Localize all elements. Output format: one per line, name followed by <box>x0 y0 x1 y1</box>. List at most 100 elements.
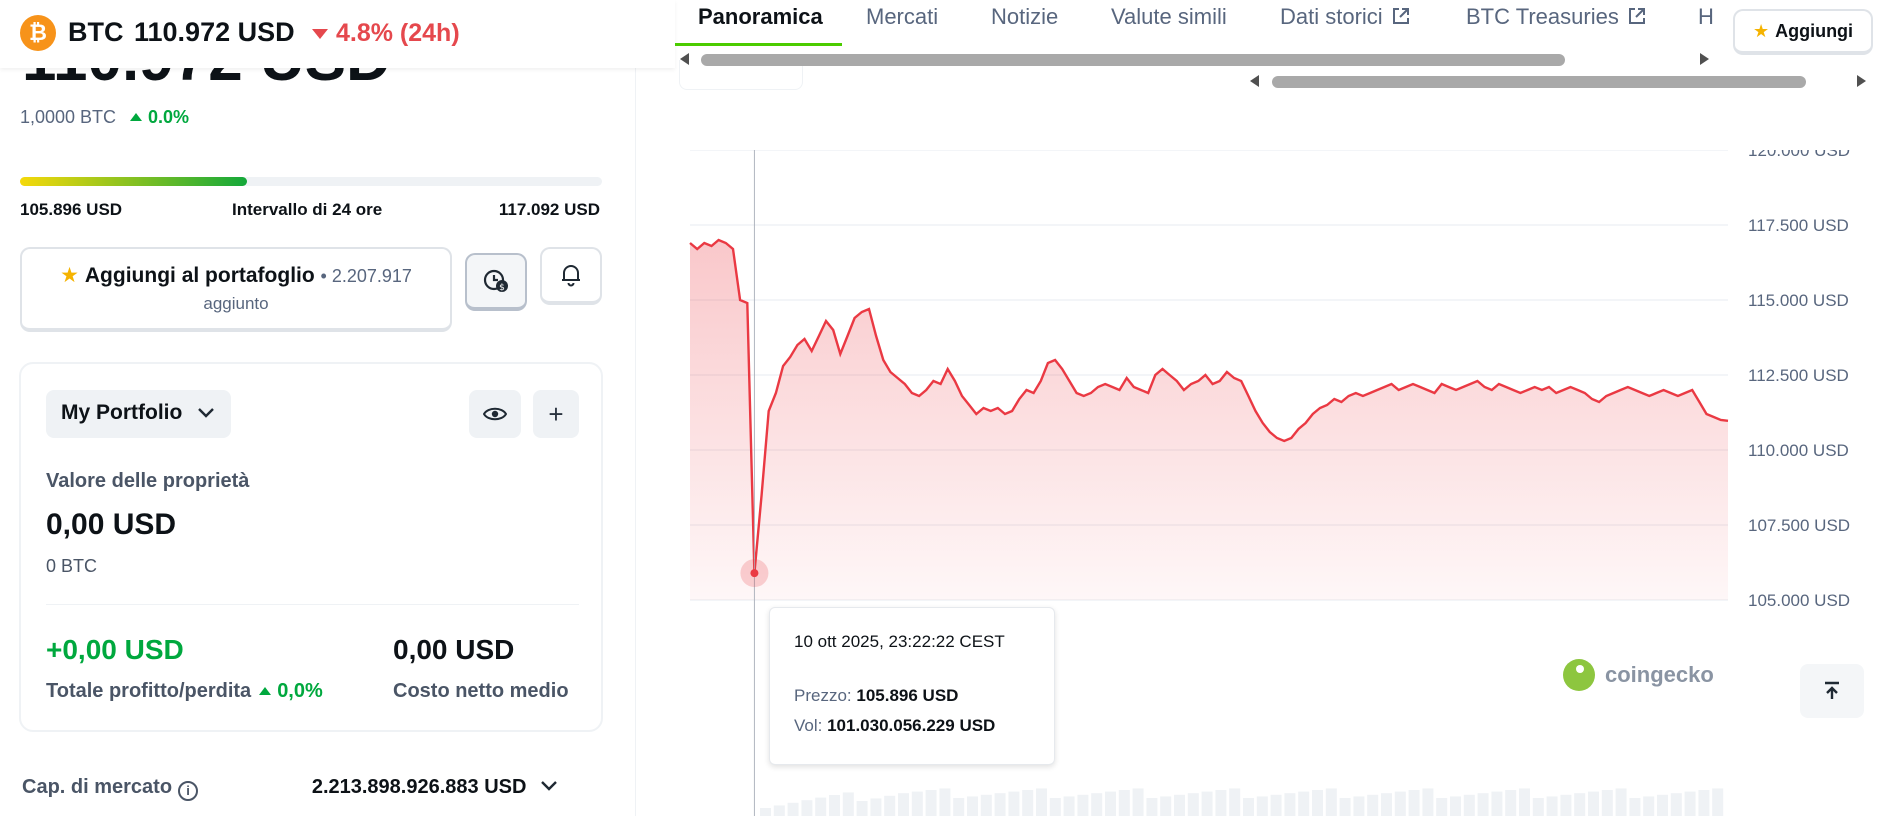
volume-bar <box>1712 788 1724 816</box>
range-bar-fill <box>20 177 247 186</box>
tab-btc-treasuries[interactable]: BTC Treasuries <box>1466 4 1647 30</box>
range-high: 117.092 USD <box>498 200 600 219</box>
tab-valute-simili[interactable]: Valute simili <box>1111 4 1227 29</box>
add-to-portfolio-label: Aggiungi al portafoglio <box>84 264 315 287</box>
watermark-text: coingecko <box>1605 662 1714 687</box>
tab-notizie[interactable]: Notizie <box>991 4 1059 29</box>
volume-bar <box>1601 790 1613 816</box>
volume-bar <box>898 793 909 816</box>
scroll-right-icon[interactable] <box>1857 75 1866 87</box>
chevron-down-icon <box>198 408 214 418</box>
tab-scrollbar[interactable] <box>675 50 1715 66</box>
volume-bar <box>1229 788 1241 816</box>
volume-bar <box>1146 798 1158 816</box>
toggle-visibility-button[interactable] <box>469 390 521 438</box>
holdings-label: Valore delle proprietà <box>46 470 250 492</box>
volume-bar <box>1091 793 1103 816</box>
volume-bar <box>1353 796 1365 816</box>
price-chart[interactable]: 120.000 USD 117.500 USD 115.000 USD 112.500… <box>680 150 1877 816</box>
volume-bar <box>1270 794 1282 816</box>
range-label: Intervallo di 24 ore <box>232 200 383 219</box>
plus-icon: + <box>548 398 564 429</box>
tab-h[interactable]: H <box>1698 4 1714 29</box>
volume-bar <box>787 802 799 816</box>
y-tick-label: 107.500 USD <box>1748 516 1850 535</box>
tab-panoramica[interactable]: Panoramica <box>698 4 823 29</box>
volume-bar <box>939 788 951 816</box>
scroll-left-icon[interactable] <box>680 53 689 65</box>
volume-bar <box>1008 791 1020 816</box>
market-cap-label: Cap. di mercato i <box>22 776 199 801</box>
volume-bar <box>1381 793 1392 816</box>
price-area <box>690 240 1728 600</box>
portfolio-select[interactable]: My Portfolio <box>46 390 231 438</box>
volume-bar <box>1629 798 1641 816</box>
volume-bar <box>829 795 840 816</box>
active-tab-indicator <box>675 43 842 46</box>
tab-mercati[interactable]: Mercati <box>866 4 939 29</box>
volume-bar <box>1312 790 1323 816</box>
price-alert-coin-button[interactable]: $ <box>465 253 527 311</box>
profit-loss-pct-value: 0,0% <box>277 680 323 702</box>
y-tick-label: 117.500 USD <box>1748 216 1849 235</box>
caret-up-icon <box>259 687 272 695</box>
scroll-to-top-button[interactable] <box>1800 664 1864 718</box>
info-icon[interactable]: i <box>178 781 199 801</box>
add-transaction-button[interactable]: + <box>533 390 579 438</box>
volume-bar <box>1201 791 1213 816</box>
y-tick-label: 112.500 USD <box>1748 366 1849 385</box>
highlight-point <box>750 569 759 578</box>
volume-bar <box>1450 796 1461 816</box>
star-icon: ★ <box>60 264 79 287</box>
volume-bar <box>1049 798 1061 816</box>
price-change-24h-value: 4.8% (24h) <box>336 19 460 47</box>
volume-bar <box>1491 791 1503 816</box>
btc-change-value: 0.0% <box>148 107 190 127</box>
market-cap-label-text: Cap. di mercato <box>22 776 173 798</box>
external-link-icon <box>1392 8 1409 24</box>
volume-bar <box>1077 794 1089 816</box>
volume-bar <box>1643 796 1655 816</box>
volume-bar <box>1670 793 1682 816</box>
portfolio-select-label: My Portfolio <box>61 401 183 424</box>
volume-bar <box>1546 796 1558 816</box>
add-watchlist-label: Aggiungi <box>1775 20 1854 41</box>
volume-bar <box>842 792 854 816</box>
volume-bar <box>870 798 882 816</box>
add-watchlist-button[interactable]: ★ Aggiungi <box>1733 9 1873 55</box>
tab-btc-treasuries-label: BTC Treasuries <box>1466 4 1619 29</box>
bell-icon <box>562 265 580 287</box>
volume-bar <box>760 808 771 816</box>
volume-bar <box>1574 793 1586 816</box>
market-cap-value[interactable]: 2.213.898.926.883 USD <box>312 776 558 799</box>
notification-bell-button[interactable] <box>540 247 602 305</box>
add-to-portfolio-button[interactable]: ★ Aggiungi al portafoglio • 2.207.917 agg… <box>20 247 452 332</box>
volume-bar <box>1463 794 1475 816</box>
volume-bar <box>1408 790 1420 816</box>
volume-bar <box>953 798 965 816</box>
tooltip-price-row: Prezzo: 105.896 USD <box>794 686 958 706</box>
y-tick-label: 120.000 USD <box>1748 150 1850 160</box>
tab-dati-storici-label: Dati storici <box>1280 4 1383 29</box>
coingecko-logo-icon <box>1563 659 1595 691</box>
volume-bar <box>1684 791 1696 816</box>
tab-dati-storici[interactable]: Dati storici <box>1280 4 1411 30</box>
portfolio-add-count: • 2.207.917 <box>320 266 412 286</box>
volume-bar <box>1284 793 1296 816</box>
volume-bar <box>1132 788 1144 816</box>
volume-bar <box>1243 798 1254 816</box>
scrollbar-thumb[interactable] <box>1272 76 1806 88</box>
external-link-icon <box>1628 8 1645 24</box>
volume-bar <box>801 800 813 816</box>
price-line <box>689 238 1729 574</box>
scroll-left-icon[interactable] <box>1250 75 1259 87</box>
volume-bar <box>1505 790 1517 816</box>
chart-scrollbar[interactable] <box>1245 72 1877 88</box>
volume-bar <box>815 797 827 816</box>
range-low: 105.896 USD <box>20 200 123 219</box>
scrollbar-thumb[interactable] <box>701 54 1565 66</box>
arrow-up-to-line-icon <box>1825 681 1839 699</box>
scroll-right-icon[interactable] <box>1700 53 1709 65</box>
portfolio-card: My Portfolio + Valore delle proprietà 0,… <box>19 362 603 732</box>
